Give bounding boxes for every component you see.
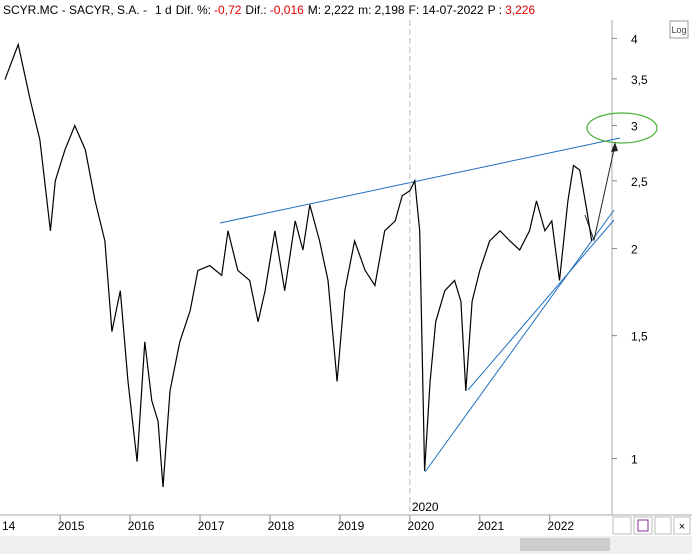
- scrollbar[interactable]: [0, 536, 692, 554]
- x-tick-label: 2022: [547, 519, 574, 533]
- price-line: [4, 42, 593, 488]
- header-label: Dif.:: [245, 3, 266, 17]
- header-value: 2,198: [375, 3, 405, 17]
- window-button[interactable]: [654, 516, 672, 535]
- trendline: [219, 137, 621, 224]
- symbol: SCYR.MC - SACYR, S.A. -: [3, 3, 147, 17]
- arrow-head: [611, 142, 618, 152]
- y-tick-label: 1: [631, 453, 638, 467]
- close-button[interactable]: [673, 516, 691, 535]
- header-value: 2,222: [324, 3, 354, 17]
- period: 1 d: [155, 3, 172, 17]
- y-tick-label: 2: [631, 242, 638, 256]
- close-icon: ×: [679, 521, 685, 533]
- log-button-label: Log: [671, 25, 686, 35]
- header-value: 14-07-2022: [422, 3, 484, 17]
- save-icon: [637, 519, 649, 532]
- x-tick-label: 2015: [58, 519, 85, 533]
- x-tick-label: 2021: [477, 519, 504, 533]
- header-value: -0,016: [270, 3, 304, 17]
- x-tick-label: 2020: [408, 519, 435, 533]
- header-label: m:: [358, 3, 371, 17]
- annotation: 2020: [412, 500, 439, 514]
- header: SCYR.MC - SACYR, S.A. - 1 d Dif. %: -0,72 Di…: [3, 3, 535, 17]
- trendline: [424, 209, 615, 473]
- trendline: [467, 219, 615, 391]
- header-label: F:: [409, 3, 420, 17]
- tool-button[interactable]: [612, 516, 632, 535]
- header-label: Dif. %:: [176, 3, 211, 17]
- x-tick-label: 2017: [198, 519, 225, 533]
- x-tick-label: 2016: [128, 519, 155, 533]
- y-tick-label: 3,5: [631, 73, 648, 87]
- x-tick-label: 2018: [268, 519, 295, 533]
- target-ellipse: [586, 112, 658, 144]
- x-tick-label: 2019: [338, 519, 365, 533]
- y-tick-label: 1,5: [631, 330, 648, 344]
- scroll-thumb[interactable]: [520, 538, 610, 551]
- header-bar: [0, 0, 692, 20]
- log-button[interactable]: [669, 20, 689, 39]
- x-tick-label: 14: [2, 519, 16, 533]
- header-value: -0,72: [214, 3, 242, 17]
- y-tick-label: 2,5: [631, 175, 648, 189]
- header-value: 3,226: [505, 3, 535, 17]
- header-label: P :: [488, 3, 502, 17]
- y-tick-label: 4: [631, 32, 638, 46]
- projection-arrow: [584, 144, 616, 242]
- header-label: M:: [308, 3, 321, 17]
- y-tick-label: 3: [631, 120, 638, 134]
